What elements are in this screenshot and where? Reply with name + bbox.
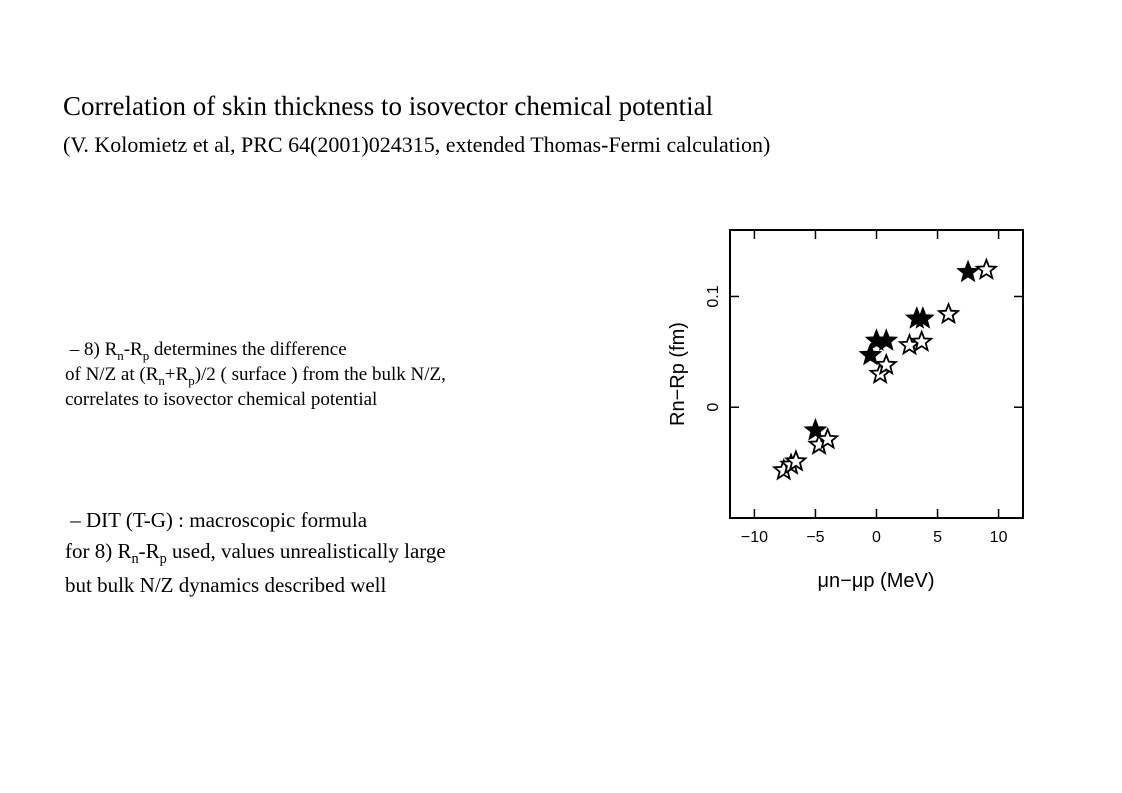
bullet-line: of N/Z at (Rn+Rp)/2 ( surface ) from the… [65, 363, 446, 388]
y-tick-labels: 00.1 [705, 285, 722, 411]
open-star-marker [909, 329, 934, 352]
filled-star-marker [956, 259, 980, 283]
y-tick-label: 0 [705, 403, 722, 412]
bullet-dit-formula: – DIT (T-G) : macroscopic formula for 8)… [65, 505, 446, 601]
x-axis-label: μn−μp (MeV) [818, 570, 935, 592]
open-star-marker [784, 449, 808, 472]
bullet-line: – 8) Rn-Rp determines the difference [65, 338, 446, 363]
y-axis-label: Rn−Rp (fm) [667, 322, 689, 426]
text-run: used, values unrealistically large [166, 539, 446, 563]
open-star-marker [874, 352, 899, 376]
slide-subtitle: (V. Kolomietz et al, PRC 64(2001)024315,… [63, 132, 771, 157]
bullet-dash: – [69, 339, 80, 360]
slide-title: Correlation of skin thickness to isovect… [63, 91, 714, 121]
text-run: 8) R [79, 339, 118, 360]
text-run: of N/Z at (R [65, 364, 159, 385]
bullet-dash: – [70, 508, 81, 532]
x-tick-label: 10 [990, 529, 1008, 546]
scatter-chart: −10 −5 0 5 10 00.1 μn−μp (MeV) Rn−Rp (fm) [667, 229, 1024, 592]
filled-star-marker [803, 418, 828, 441]
subscript: n [131, 550, 139, 567]
subscript: n [158, 372, 165, 388]
bullet-line: but bulk N/Z dynamics described well [65, 573, 387, 597]
text-run: +R [164, 364, 189, 385]
text-run: determines the difference [149, 339, 347, 360]
filled-star-marker [858, 342, 883, 366]
axis-ticks [730, 230, 1023, 518]
text-run: -R [138, 539, 160, 563]
x-tick-labels: −10 −5 0 5 10 [741, 529, 1008, 546]
bullet-line: for 8) Rn-Rp used, values unrealisticall… [65, 536, 446, 570]
open-star-marker [936, 301, 961, 325]
x-tick-label: −5 [806, 529, 824, 546]
filled-star-marker [911, 306, 935, 329]
open-star-marker [815, 426, 840, 450]
open-star-marker [974, 257, 999, 280]
x-tick-label: 0 [872, 529, 881, 546]
data-markers [771, 257, 999, 481]
bullet-line: – DIT (T-G) : macroscopic formula [65, 505, 446, 536]
x-tick-label: 5 [933, 529, 942, 546]
subscript: n [117, 347, 124, 363]
text-run: )/2 ( surface ) from the bulk N/Z, [194, 364, 446, 385]
filled-star-marker [874, 328, 899, 351]
text-run: DIT (T-G) : macroscopic formula [80, 508, 368, 532]
x-tick-label: −10 [741, 529, 768, 546]
bullet-line: correlates to isovector chemical potenti… [65, 389, 378, 410]
bullet-skin-thickness: – 8) Rn-Rp determines the difference of … [65, 338, 446, 412]
y-tick-label: 0.1 [705, 285, 722, 307]
text-run: -R [123, 339, 143, 360]
subscript: p [159, 550, 167, 567]
subscript: p [188, 372, 195, 388]
text-run: for 8) R [65, 539, 132, 563]
subscript: p [142, 347, 150, 363]
